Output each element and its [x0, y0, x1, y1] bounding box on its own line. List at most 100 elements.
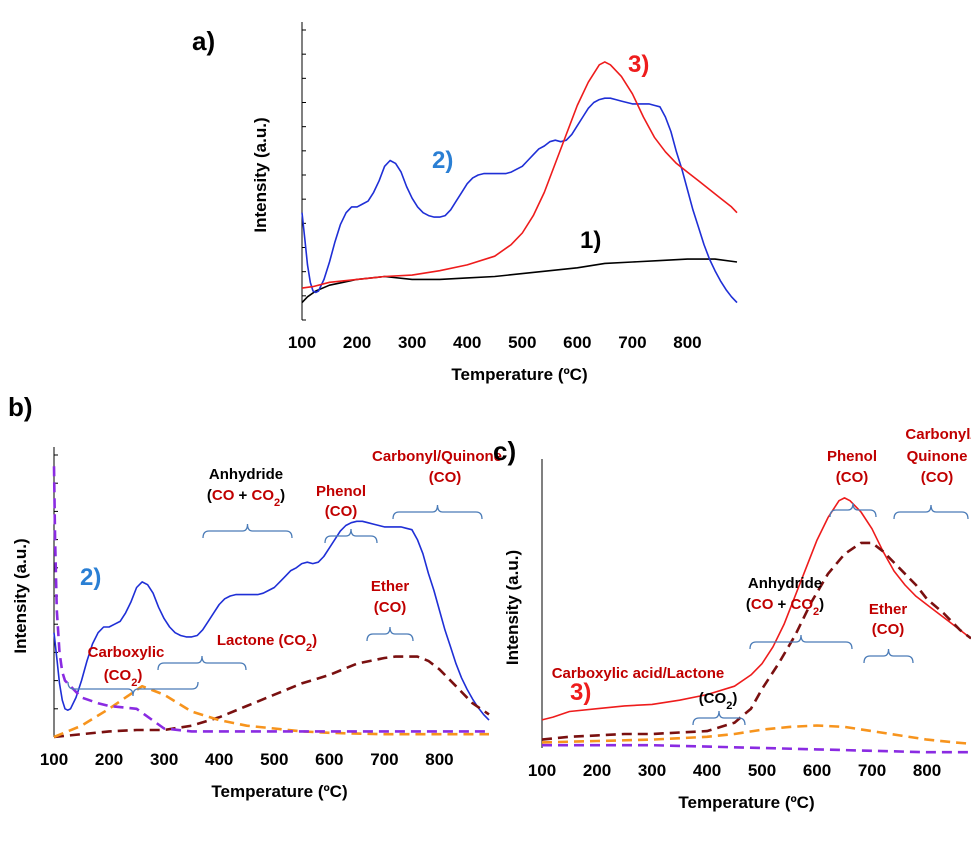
anno-carboxylic-b-sub-part: 2: [131, 677, 137, 689]
x-tick-label: 600: [563, 333, 591, 352]
anno-carbonyl-b-sub-part: (CO): [429, 469, 462, 486]
anno-co2-c-part: (CO: [699, 690, 727, 707]
anno-co2-c-part: 2: [726, 700, 732, 712]
panel-letter-c: c): [493, 436, 516, 466]
series-line-2: [541, 541, 971, 741]
anno-phenol-b-sub-part: (CO): [325, 503, 358, 520]
anno-carbonyl-b-part: Carbonyl/Quinone: [372, 448, 502, 465]
anno-lactone-b-part: Lactone (CO: [217, 632, 307, 649]
anno-carbonyl-c-line2: Quinone: [907, 448, 968, 465]
x-tick-label: 500: [260, 750, 288, 769]
series-line-1: [53, 520, 490, 721]
panel-b: b) 100 200 300 400 500 600 700 800 Temperature (º…: [8, 392, 502, 801]
x-tick-label: 700: [858, 761, 886, 780]
anno-anhydride-b: Anhydride: [209, 466, 283, 483]
panel-a: a) 100 200 300 400 500 600 700 800 Temperature (º…: [192, 22, 738, 384]
x-tick-label: 200: [343, 333, 371, 352]
x-tick-label: 800: [673, 333, 701, 352]
anno-anhydride-c-sub-part: CO: [790, 596, 813, 613]
anno-anhydride-b-sub-part: 2: [274, 497, 280, 509]
anno-anhydride-c: Anhydride: [748, 575, 822, 592]
series-line-4: [52, 466, 489, 733]
x-tick-label: 200: [583, 761, 611, 780]
x-tick-label: 300: [638, 761, 666, 780]
anno-ether-c-part: Ether: [869, 601, 908, 618]
anno-phenol-b: Phenol: [316, 483, 366, 500]
anno-ether-c-sub-part: (CO): [872, 621, 905, 638]
anno-anhydride-c-part: Anhydride: [748, 575, 822, 592]
x-axis-label: Temperature (ºC): [451, 365, 587, 384]
anno-anhydride-b-sub-part: (: [207, 487, 212, 504]
anno-anhydride-c-sub-part: +: [773, 596, 790, 613]
x-tick-label: 400: [205, 750, 233, 769]
anno-lactone-b-part: ): [312, 632, 317, 649]
x-tick-label: 300: [150, 750, 178, 769]
x-tick-label: 700: [618, 333, 646, 352]
anno-carbonyl-c-line3: (CO): [921, 469, 954, 486]
x-tick-label: 800: [913, 761, 941, 780]
anno-ether-b-sub-part: (CO): [374, 599, 407, 616]
bracket-ether-c: [863, 648, 914, 664]
bracket-phenol-b: [324, 528, 378, 544]
anno-ether-b: Ether: [371, 578, 410, 595]
anno-carboxylic-c-part: Carboxylic acid/Lactone: [552, 665, 725, 682]
anno-phenol-b-sub: (CO): [325, 503, 358, 520]
y-axis-label: Intensity (a.u.): [11, 538, 30, 653]
series-label-1: 1): [580, 227, 601, 254]
panel-letter-a: a): [192, 26, 215, 56]
x-tick-label: 400: [453, 333, 481, 352]
x-tick-label: 100: [288, 333, 316, 352]
y-axis-label: Intensity (a.u.): [503, 550, 522, 665]
anno-anhydride-c-sub-part: CO: [751, 596, 774, 613]
series-line-4: [542, 743, 971, 754]
series-line-2: [53, 655, 490, 739]
anno-co2-c: (CO2): [699, 690, 738, 712]
x-tick-label: 300: [398, 333, 426, 352]
anno-carbonyl-c-line3-part: (CO): [921, 469, 954, 486]
bracket-lactone-b: [157, 655, 247, 671]
series-line-3: [301, 61, 738, 289]
anno-carboxylic-b-sub-part: (CO: [104, 667, 132, 684]
anno-carboxylic-b-sub: (CO2): [104, 667, 143, 689]
x-axis-label: Temperature (ºC): [678, 793, 814, 812]
x-tick-label: 800: [425, 750, 453, 769]
series-line-2: [301, 97, 738, 304]
x-tick-label: 600: [803, 761, 831, 780]
anno-anhydride-b-sub-part: CO: [251, 487, 274, 504]
anno-carboxylic-b-sub-part: ): [137, 667, 142, 684]
anno-lactone-b: Lactone (CO2): [217, 632, 317, 654]
anno-carbonyl-c-line2-part: Quinone: [907, 448, 968, 465]
anno-anhydride-c-sub-part: ): [819, 596, 824, 613]
anno-anhydride-b-part: Anhydride: [209, 466, 283, 483]
anno-phenol-c-sub: (CO): [836, 469, 869, 486]
series-line-1: [541, 497, 971, 721]
bracket-carbonyl-c: [893, 504, 969, 520]
anno-ether-b-sub: (CO): [374, 599, 407, 616]
series-line-3: [53, 684, 489, 739]
anno-ether-b-part: Ether: [371, 578, 410, 595]
anno-phenol-c: Phenol: [827, 448, 877, 465]
bracket-anhydride-b: [202, 523, 293, 539]
anno-carbonyl-b-sub: (CO): [429, 469, 462, 486]
anno-ether-c-sub: (CO): [872, 621, 905, 638]
anno-phenol-c-sub-part: (CO): [836, 469, 869, 486]
anno-phenol-b-part: Phenol: [316, 483, 366, 500]
anno-co2-c-part: ): [732, 690, 737, 707]
bracket-ether-b: [366, 626, 414, 642]
anno-carboxylic-b-part: Carboxylic: [88, 644, 165, 661]
x-tick-label: 700: [370, 750, 398, 769]
anno-lactone-b-part: 2: [306, 642, 312, 654]
anno-anhydride-b-sub-part: CO: [212, 487, 235, 504]
series-label-3: 3): [628, 51, 649, 78]
x-tick-label: 500: [748, 761, 776, 780]
bracket-carboxylic-b: [67, 681, 199, 697]
anno-anhydride-b-sub-part: +: [234, 487, 251, 504]
y-axis-label: Intensity (a.u.): [251, 117, 270, 232]
anno-carbonyl-b: Carbonyl/Quinone: [372, 448, 502, 465]
anno-ether-c: Ether: [869, 601, 908, 618]
x-tick-label: 500: [508, 333, 536, 352]
x-tick-label: 100: [40, 750, 68, 769]
anno-anhydride-c-sub-part: 2: [813, 606, 819, 618]
x-tick-label: 400: [693, 761, 721, 780]
anno-carbonyl-c-part: Carbonyl/: [905, 426, 971, 443]
